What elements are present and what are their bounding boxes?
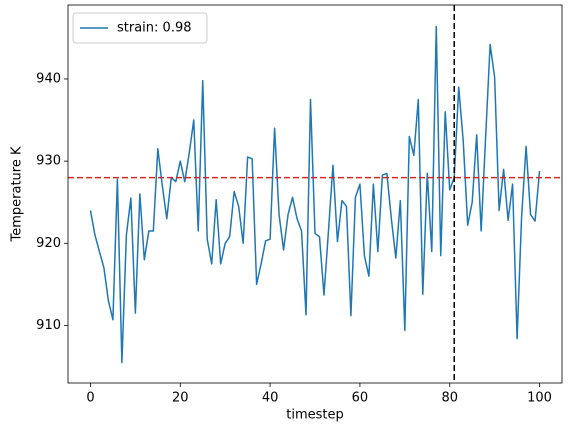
x-tick-label: 80 <box>441 391 458 406</box>
data-line <box>89 25 541 364</box>
y-tick-label: 940 <box>36 71 61 86</box>
y-tick-label: 930 <box>36 154 61 169</box>
x-tick-label: 100 <box>527 391 552 406</box>
y-axis-label: Temperature K <box>10 146 25 242</box>
plot-frame <box>67 4 563 384</box>
x-tick-label: 60 <box>352 391 369 406</box>
x-tick-label: 40 <box>262 391 279 406</box>
legend-box <box>72 12 208 44</box>
legend-label: strain: 0.98 <box>117 21 192 36</box>
x-tick-label: 20 <box>172 391 189 406</box>
x-tick-label: 0 <box>86 391 94 406</box>
y-tick-label: 910 <box>36 318 61 333</box>
y-tick-label: 920 <box>36 236 61 251</box>
x-axis-label: timestep <box>286 408 344 423</box>
